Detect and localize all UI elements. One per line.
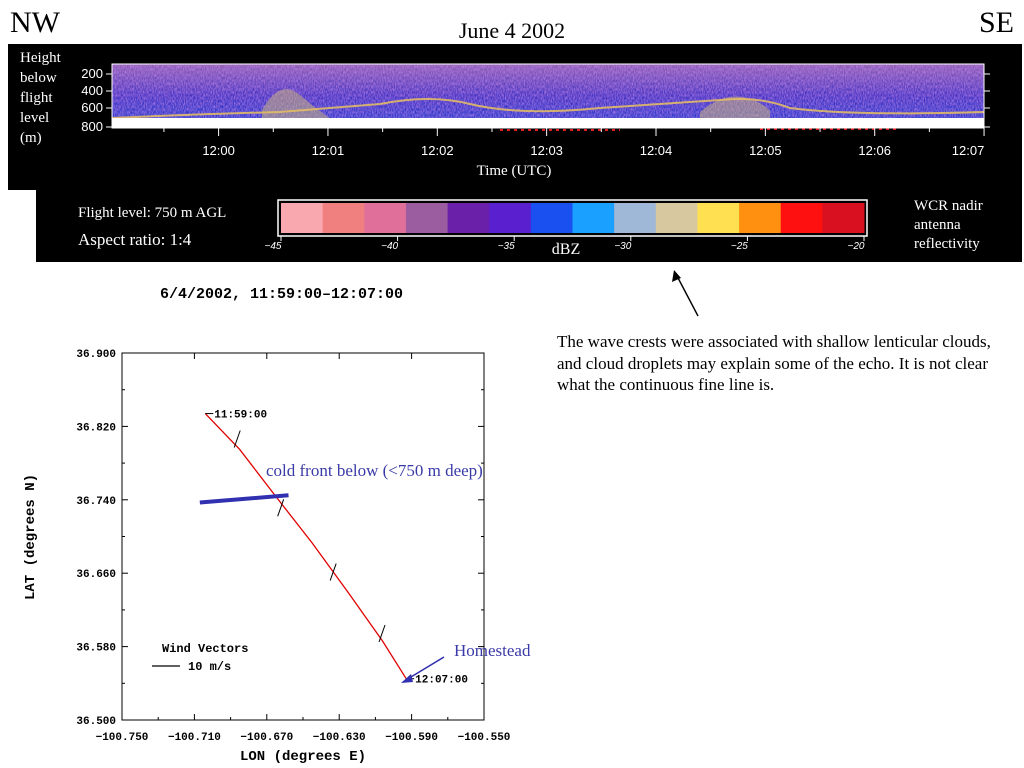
wcr-label-line: WCR nadir (914, 198, 983, 214)
y-tick-label: 36.820 (76, 422, 116, 434)
height-label-line: Height (20, 50, 61, 66)
wind-vectors-title: Wind Vectors (162, 642, 248, 656)
note-arrowhead (672, 270, 681, 282)
colorbar-tick-label: −20 (848, 241, 865, 252)
colorbar-tick-label: −40 (381, 241, 398, 252)
annotation-note: The wave crests were associated with sha… (557, 332, 991, 394)
colorbar-swatch (364, 203, 407, 233)
colorbar-tick-label: −25 (731, 241, 748, 252)
x-tick-label: −100.750 (96, 732, 149, 744)
height-axis-label: Height below flight level (m) (8, 44, 64, 190)
cold-front-label: cold front below (<750 m deep) (266, 461, 483, 480)
colorbar-swatch (530, 203, 573, 233)
x-tick-label: −100.630 (313, 732, 366, 744)
height-label-line: level (20, 110, 50, 126)
y-tick-label: 36.580 (76, 643, 116, 655)
radar-image (111, 64, 985, 131)
height-label-line: flight (20, 90, 53, 106)
map-subtitle: 6/4/2002, 11:59:00–12:07:00 (160, 286, 404, 303)
colorbar-swatch (739, 203, 782, 233)
x-tick-label: −100.590 (385, 732, 438, 744)
height-label-line: (m) (20, 130, 42, 146)
y-tick-label: 36.740 (76, 496, 116, 508)
height-tick-label: 200 (81, 66, 103, 81)
colorbar-swatch (780, 203, 823, 233)
radar-frame (111, 63, 985, 129)
time-tick-label: 12:03 (530, 143, 563, 158)
y-axis-label: LAT (degrees N) (23, 474, 39, 600)
colorbar-tick-label: −45 (265, 241, 282, 252)
colorbar-swatch (822, 203, 865, 233)
homestead-arrow (405, 656, 445, 681)
radar-axes: 200 400 600 800 12:00 12:01 12:02 12:03 12:04 12:… (81, 63, 990, 179)
date-title: June 4 2002 (458, 18, 566, 43)
map-marks: 11:59:00 12:07:00 (199, 410, 468, 687)
wcr-label-line: reflectivity (914, 236, 980, 252)
time-axis-label: Time (UTC) (477, 163, 552, 179)
colorbar-swatch (655, 203, 698, 233)
colorbar-label: dBZ (552, 241, 580, 258)
colorbar-swatch (489, 203, 532, 233)
colorbar-swatch (697, 203, 740, 233)
wind-vector (277, 499, 285, 517)
colorbar-swatch (405, 203, 449, 233)
y-tick-label: 36.660 (76, 569, 116, 581)
wcr-label: WCR nadir antenna reflectivity (914, 197, 983, 254)
colorbar-swatch (614, 203, 657, 233)
note-arrow (676, 275, 699, 317)
x-axis-label: LON (degrees E) (240, 749, 366, 765)
map-axes: −100.750 −100.710 −100.670 −100.630 −100.590… (76, 349, 510, 744)
homestead-label: Homestead (454, 641, 531, 660)
wcr-label-line: antenna (914, 217, 961, 233)
time-tick-label: 12:06 (858, 143, 891, 158)
height-tick-label: 600 (81, 100, 103, 115)
x-tick-label: −100.670 (240, 732, 293, 744)
colorbar-tick-label: −35 (498, 241, 515, 252)
time-tick-label: 12:07 (952, 143, 985, 158)
height-label-line: below (20, 70, 57, 86)
end-time-label: 12:07:00 (415, 675, 468, 687)
wind-vector (378, 624, 386, 643)
flight-level-label: Flight level: 750 m AGL (78, 205, 227, 221)
time-tick-label: 12:00 (202, 143, 235, 158)
aspect-ratio-label: Aspect ratio: 1:4 (78, 230, 192, 249)
wind-scale-label: 10 m/s (188, 660, 231, 674)
homestead-arrowhead (401, 674, 413, 683)
start-time-label: 11:59:00 (214, 410, 267, 422)
colorbar-swatch (322, 203, 365, 233)
time-tick-label: 12:04 (640, 143, 673, 158)
time-tick-label: 12:05 (749, 143, 782, 158)
time-tick-label: 12:01 (312, 143, 345, 158)
time-tick-label: 12:02 (421, 143, 454, 158)
wind-vector (329, 563, 337, 581)
colorbar: −45 −40 −35 −30 −25 −20 dBZ (265, 199, 868, 258)
flight-track-line (204, 413, 407, 680)
cold-front-line (199, 493, 289, 505)
colorbar-swatch (447, 203, 490, 233)
colorbar-frame (277, 199, 868, 237)
y-tick-label: 36.500 (76, 716, 116, 728)
x-tick-label: −100.710 (168, 732, 221, 744)
colorbar-tick-label: −30 (614, 241, 631, 252)
y-tick-label: 36.900 (76, 349, 116, 361)
nw-label: NW (10, 6, 60, 39)
height-tick-label: 800 (81, 119, 103, 134)
x-tick-label: −100.550 (458, 732, 511, 744)
se-label: SE (978, 6, 1014, 39)
colorbar-swatch (281, 203, 324, 233)
wind-vector (233, 430, 241, 448)
colorbar-swatch (572, 203, 615, 233)
height-tick-label: 400 (81, 83, 103, 98)
